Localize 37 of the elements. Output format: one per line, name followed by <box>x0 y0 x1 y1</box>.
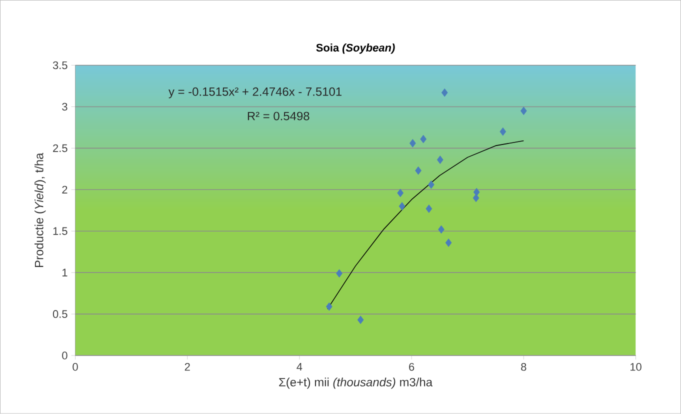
point <box>520 106 527 116</box>
x-tick-label: 2 <box>184 363 190 371</box>
y-tick-label: 0.5 <box>52 310 68 318</box>
point <box>398 202 406 211</box>
point <box>326 302 332 311</box>
point <box>336 269 342 278</box>
point <box>441 88 448 97</box>
y-tick-label: 2 <box>62 186 68 194</box>
point <box>445 238 452 248</box>
x-tick-label: 8 <box>521 363 526 371</box>
y-tick-label: 1 <box>62 268 68 276</box>
y-axis-title: Productie (Yield), t/ha <box>34 152 46 268</box>
annotation: y = -0.1515x² + 2.4746x - 7.5101 <box>168 88 342 98</box>
point <box>436 156 444 164</box>
chart-title: Soia (Soybean) <box>316 44 395 54</box>
point <box>426 204 432 214</box>
point <box>420 135 427 144</box>
y-tick-label: 1.5 <box>53 227 68 236</box>
x-tick-label: 6 <box>409 363 414 371</box>
annotation: R² = 0.5498 <box>248 112 310 120</box>
y-tick-label: 3 <box>62 102 68 111</box>
point <box>472 194 480 202</box>
x-tick-label: 10 <box>630 363 642 371</box>
y-tick-label: 2.5 <box>53 144 68 152</box>
point <box>397 188 404 198</box>
x-tick-label: 0 <box>72 363 78 371</box>
y-tick-label: 0 <box>62 352 68 360</box>
point <box>428 180 434 189</box>
x-tick-label: 4 <box>296 363 302 371</box>
line-series <box>327 140 524 310</box>
x-axis-title: Σ(e+t) mii (thousands) m3/ha <box>279 378 433 389</box>
point <box>357 316 364 324</box>
point <box>409 139 416 148</box>
point <box>415 166 422 175</box>
point <box>438 225 444 234</box>
y-tick-label: 3.5 <box>52 62 68 70</box>
point <box>500 128 506 136</box>
